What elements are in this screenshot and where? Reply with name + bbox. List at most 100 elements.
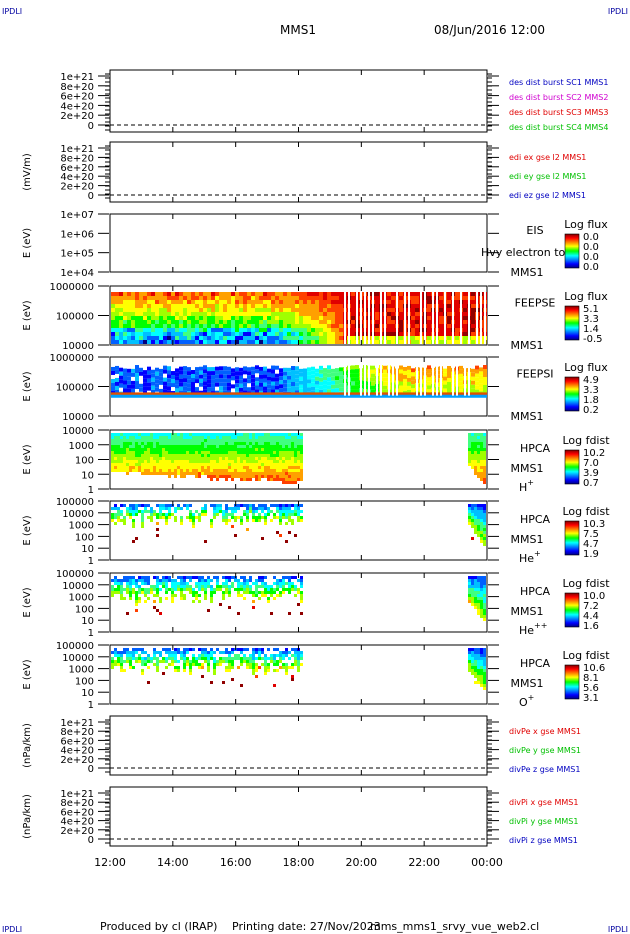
y-tick-label: 1000 [69,665,94,676]
colorbar [564,305,580,341]
legend-series-label: des dist burst SC3 MMS3 [509,108,608,117]
spectrogram-hpca-he [111,504,486,546]
species-label: O+ [519,693,534,709]
y-tick-label: 6e+20 [60,92,94,103]
colorbar-tick-label: 4.4 [583,611,599,622]
footer-printing-date: Printing date: 27/Nov/2023 [232,920,381,933]
y-tick-label: 8e+20 [60,153,94,164]
spacecraft-label: MMS1 [511,410,544,423]
y-axis-label: E (eV) [22,444,33,474]
instrument-label: FEEPSI [516,367,553,380]
colorbar-tick-label: 7.0 [583,458,599,469]
y-tick-label: 100 [75,604,94,615]
colorbar-tick-label: 4.7 [583,539,599,550]
y-tick-label: 10000 [62,653,94,664]
colorbar-title: Log flux [564,290,608,303]
instrument-label: HPCA [520,513,551,526]
y-tick-label: 100000 [56,641,94,652]
y-tick-label: 0 [88,121,94,132]
colorbar-tick-label: 8.1 [583,673,599,684]
colorbar-tick-label: 3.1 [583,693,599,704]
colorbar-tick-label: 1.6 [583,621,599,632]
panel-frame [109,69,488,133]
y-tick-label: 100000 [56,497,94,508]
instrument-label: HPCA [520,585,551,598]
instrument-label: FEEPSE [515,296,556,309]
colorbar-tick-label: 7.5 [583,529,599,540]
y-tick-label: 1000000 [49,353,94,364]
instrument-label: HPCA [520,657,551,670]
y-tick-label: 8e+20 [60,798,94,809]
y-tick-label: 1000000 [49,282,94,293]
legend-series-label: divPi z gse MMS1 [509,836,578,845]
corner-label-bottom-right: IPDLI [608,925,628,934]
x-tick-label: 12:00 [94,856,126,869]
y-tick-label: 4e+20 [60,101,94,112]
panel-feeps-i: 1000000 100000 10000 E (eV) FEEPSI MMS1 Log fl… [22,353,608,423]
y-tick-label: 10000 [62,412,94,423]
spacecraft-label: MMS1 [511,605,544,618]
corner-label-top-right: IPDLI [608,7,628,16]
panel-frame [109,213,488,273]
y-tick-label: 10000 [62,341,94,352]
y-tick-label: 100000 [56,383,94,394]
y-tick-label: 2e+20 [60,826,94,837]
page-title: MMS1 [280,23,316,37]
y-tick-label: 10 [81,470,94,481]
y-tick-label: 1e+21 [60,789,94,800]
y-tick-label: 0 [88,764,94,775]
y-axis-label: (nPa/km) [22,794,33,839]
y-tick-label: 1e+07 [60,210,94,221]
y-tick-label: 4e+20 [60,817,94,828]
colorbar-tick-label: 1.4 [583,324,599,335]
species-label: Hvy electron to [481,246,566,259]
colorbar-tick-label: 0.0 [583,242,599,253]
panel-frame [109,141,488,203]
panel-hpca-h: 10000 1000 100 10 1 E (eV) HPCA MMS1 H+ Log fdist… [22,426,610,496]
spectrogram-feeps-e [111,291,487,344]
y-tick-label: 1e+21 [60,72,94,83]
colorbar-tick-label: 5.6 [583,683,599,694]
colorbar-tick-label: 10.3 [583,519,605,530]
x-tick-label: 00:00 [471,856,503,869]
panel-eis: 1e+07 1e+06 1e+05 1e+04 E (eV) EIS MMS1 Hvy ele… [22,210,608,279]
spectrogram-hpca-h [111,433,486,484]
y-tick-label: 1e+04 [60,268,94,279]
spectrogram-feeps-i [111,365,487,398]
x-tick-label: 14:00 [157,856,189,869]
header-datetime: 08/Jun/2016 12:00 [434,23,545,37]
colorbar-tick-label: 0.7 [583,478,599,489]
spacecraft-label: MMS1 [511,533,544,546]
y-tick-label: 10000 [62,509,94,520]
colorbar-tick-label: 4.9 [583,375,599,386]
y-tick-label: 10 [81,616,94,627]
legend-series-label: des dist burst SC2 MMS2 [509,93,608,102]
y-tick-label: 100 [75,456,94,467]
spacecraft-label: MMS1 [511,462,544,475]
y-axis-label: E (eV) [22,300,33,330]
colorbar-tick-label: 1.9 [583,549,599,560]
y-tick-label: 1 [88,700,94,711]
y-tick-label: 1000 [69,521,94,532]
colorbar-title: Log fdist [562,434,610,447]
instrument-label: HPCA [520,442,551,455]
y-tick-label: 1 [88,485,94,496]
x-tick-label: 20:00 [345,856,377,869]
y-tick-label: 1000 [69,593,94,604]
colorbar-tick-label: 0.0 [583,232,599,243]
colorbar-tick-label: 3.9 [583,468,599,479]
y-tick-label: 10 [81,544,94,555]
y-tick-label: 4e+20 [60,746,94,757]
legend-series-label: des dist burst SC4 MMS4 [509,123,608,132]
x-tick-label: 16:00 [220,856,252,869]
y-tick-label: 6e+20 [60,163,94,174]
y-tick-label: 1e+21 [60,144,94,155]
colorbar-title: Log fdist [562,577,610,590]
y-tick-label: 8e+20 [60,727,94,738]
colorbar [564,449,580,485]
colorbar [564,592,580,628]
